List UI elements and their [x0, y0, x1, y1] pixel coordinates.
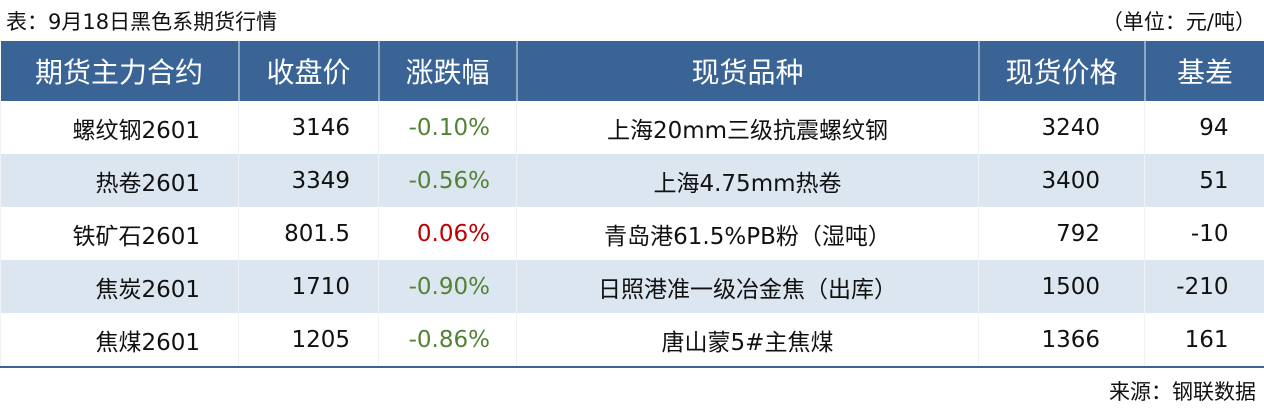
table-row: 铁矿石2601 801.5 0.06% 青岛港61.5%PB粉（湿吨） 792 -10 — [0, 207, 1264, 260]
cell-change: -0.10% — [378, 101, 517, 154]
cell-basis: 161 — [1144, 313, 1264, 368]
cell-contract: 焦炭2601 — [0, 260, 239, 313]
header-change: 涨跌幅 — [377, 41, 517, 101]
cell-basis: -10 — [1144, 207, 1264, 260]
cell-basis: -210 — [1144, 260, 1264, 313]
table-row: 螺纹钢2601 3146 -0.10% 上海20mm三级抗震螺纹钢 3240 94 — [0, 101, 1264, 154]
cell-spot-variety: 上海20mm三级抗震螺纹钢 — [516, 101, 979, 154]
cell-contract: 焦煤2601 — [0, 313, 239, 368]
header-contract: 期货主力合约 — [0, 41, 239, 101]
cell-spot-price: 792 — [978, 207, 1145, 260]
source-note: 来源：钢联数据 — [1109, 380, 1256, 404]
header-close: 收盘价 — [237, 41, 379, 101]
cell-spot-price: 1366 — [978, 313, 1145, 368]
cell-close: 1205 — [238, 313, 379, 368]
futures-table: 期货主力合约 收盘价 涨跌幅 现货品种 现货价格 基差 螺纹钢2601 3146-… — [0, 41, 1264, 368]
cell-spot-price: 1500 — [978, 260, 1145, 313]
header-spot-price: 现货价格 — [977, 41, 1145, 101]
cell-basis: 94 — [1144, 101, 1264, 154]
table-row: 热卷2601 3349 -0.56% 上海4.75mm热卷 3400 51 — [0, 154, 1264, 207]
header-spot-variety: 现货品种 — [515, 41, 979, 101]
cell-spot-price: 3400 — [978, 154, 1145, 207]
cell-spot-price: 3240 — [978, 101, 1145, 154]
cell-spot-variety: 日照港准一级冶金焦（出库） — [516, 260, 979, 313]
table-title: 表：9月18日黑色系期货行情 — [6, 10, 278, 34]
cell-spot-variety: 青岛港61.5%PB粉（湿吨） — [516, 207, 979, 260]
cell-change: -0.56% — [378, 154, 517, 207]
cell-spot-variety: 上海4.75mm热卷 — [516, 154, 979, 207]
unit-label: （单位：元/吨） — [1101, 10, 1256, 34]
header-basis: 基差 — [1143, 41, 1264, 101]
cell-basis: 51 — [1144, 154, 1264, 207]
cell-close: 1710 — [238, 260, 379, 313]
table-row: 焦炭2601 1710 -0.90% 日照港准一级冶金焦（出库） 1500 -210 — [0, 260, 1264, 313]
table-row: 焦煤2601 1205 -0.86% 唐山蒙5#主焦煤 1366 161 — [0, 313, 1264, 368]
cell-spot-variety: 唐山蒙5#主焦煤 — [516, 313, 979, 368]
header-row: 期货主力合约 收盘价 涨跌幅 现货品种 现货价格 基差 — [0, 41, 1264, 101]
cell-change: 0.06% — [378, 207, 517, 260]
cell-contract: 螺纹钢2601 — [0, 101, 239, 154]
cell-change: -0.86% — [378, 313, 517, 368]
cell-close: 3349 — [238, 154, 379, 207]
cell-change: -0.90% — [378, 260, 517, 313]
cell-contract: 铁矿石2601 — [0, 207, 239, 260]
cell-close: 3146 — [238, 101, 379, 154]
cell-contract: 热卷2601 — [0, 154, 239, 207]
cell-close: 801.5 — [238, 207, 379, 260]
